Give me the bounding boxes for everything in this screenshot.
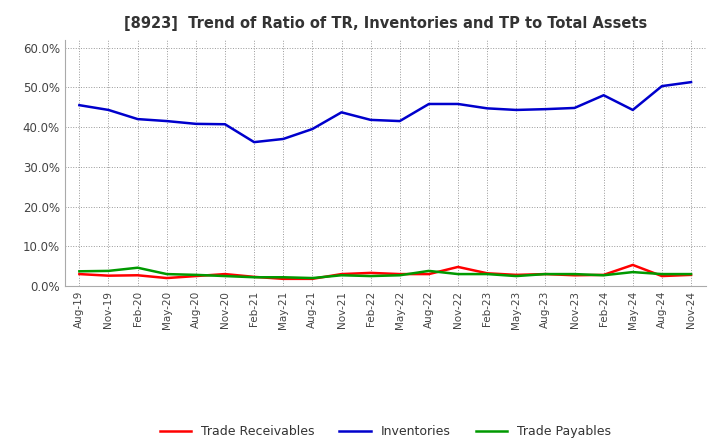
Trade Receivables <box>104 273 113 279</box>
Trade Payables <box>395 273 404 278</box>
Inventories <box>541 106 550 112</box>
Trade Payables <box>250 275 258 280</box>
Inventories <box>512 107 521 113</box>
Trade Receivables <box>337 271 346 277</box>
Trade Receivables <box>366 270 375 275</box>
Inventories <box>570 105 579 110</box>
Trade Payables <box>279 275 287 280</box>
Trade Payables <box>75 269 84 274</box>
Trade Payables <box>425 268 433 274</box>
Trade Payables <box>629 269 637 275</box>
Trade Receivables <box>512 272 521 278</box>
Inventories <box>366 117 375 122</box>
Trade Receivables <box>629 262 637 268</box>
Line: Inventories: Inventories <box>79 82 691 142</box>
Inventories <box>599 92 608 98</box>
Trade Payables <box>570 271 579 277</box>
Line: Trade Payables: Trade Payables <box>79 268 691 278</box>
Inventories <box>629 107 637 113</box>
Trade Payables <box>337 273 346 278</box>
Inventories <box>657 84 666 89</box>
Inventories <box>395 118 404 124</box>
Title: [8923]  Trend of Ratio of TR, Inventories and TP to Total Assets: [8923] Trend of Ratio of TR, Inventories… <box>124 16 647 32</box>
Inventories <box>133 117 142 122</box>
Trade Receivables <box>687 272 696 278</box>
Trade Receivables <box>599 272 608 278</box>
Inventories <box>454 101 462 106</box>
Trade Receivables <box>483 271 492 276</box>
Inventories <box>425 101 433 106</box>
Trade Receivables <box>425 271 433 277</box>
Trade Receivables <box>220 271 229 277</box>
Trade Payables <box>220 273 229 279</box>
Inventories <box>337 110 346 115</box>
Trade Payables <box>454 271 462 277</box>
Trade Receivables <box>163 275 171 281</box>
Trade Payables <box>192 272 200 278</box>
Inventories <box>104 107 113 113</box>
Trade Payables <box>163 271 171 277</box>
Trade Receivables <box>395 271 404 277</box>
Trade Payables <box>483 271 492 277</box>
Inventories <box>192 121 200 126</box>
Inventories <box>220 121 229 127</box>
Line: Trade Receivables: Trade Receivables <box>79 265 691 279</box>
Trade Payables <box>541 271 550 277</box>
Trade Receivables <box>192 273 200 279</box>
Inventories <box>687 80 696 85</box>
Trade Receivables <box>454 264 462 270</box>
Trade Payables <box>308 275 317 281</box>
Trade Receivables <box>308 276 317 282</box>
Trade Receivables <box>570 273 579 278</box>
Inventories <box>308 126 317 132</box>
Inventories <box>483 106 492 111</box>
Trade Payables <box>366 273 375 279</box>
Trade Receivables <box>250 274 258 279</box>
Inventories <box>75 103 84 108</box>
Inventories <box>279 136 287 142</box>
Inventories <box>250 139 258 145</box>
Trade Receivables <box>279 276 287 282</box>
Trade Payables <box>687 271 696 277</box>
Trade Payables <box>512 273 521 279</box>
Trade Payables <box>133 265 142 270</box>
Legend: Trade Receivables, Inventories, Trade Payables: Trade Receivables, Inventories, Trade Pa… <box>155 420 616 440</box>
Trade Payables <box>104 268 113 274</box>
Trade Receivables <box>657 273 666 279</box>
Trade Payables <box>599 273 608 278</box>
Trade Receivables <box>133 273 142 278</box>
Trade Payables <box>657 271 666 277</box>
Inventories <box>163 118 171 124</box>
Trade Receivables <box>75 271 84 277</box>
Trade Receivables <box>541 271 550 277</box>
